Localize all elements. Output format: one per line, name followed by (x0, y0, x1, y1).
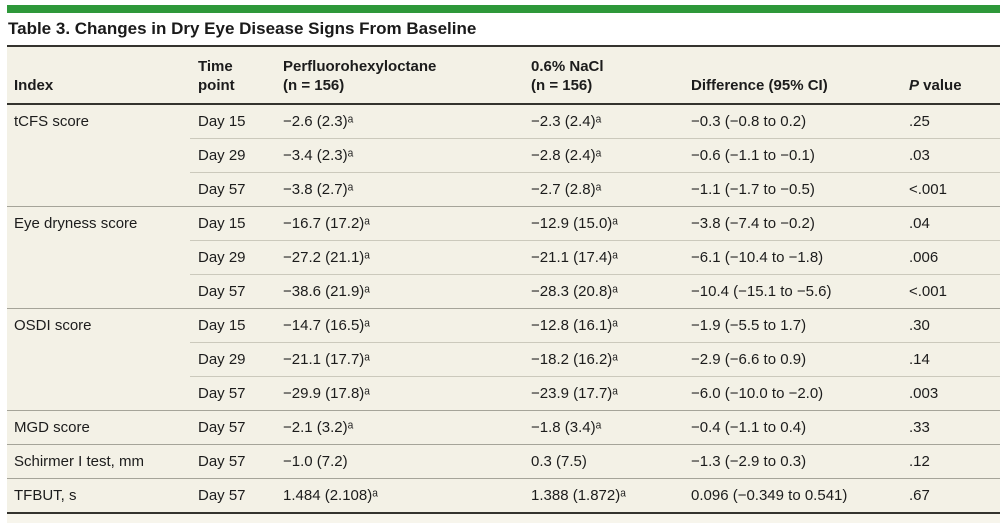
cell-difference: −6.0 (−10.0 to −2.0) (683, 376, 901, 411)
cell-index (7, 138, 190, 173)
table-row-tcfs-day15: tCFS score Day 15 −2.6 (2.3)ᵃ −2.3 (2.4)… (7, 104, 1000, 139)
table-panel: Table 3. Changes in Dry Eye Disease Sign… (7, 5, 1000, 523)
cell-pvalue: .67 (901, 478, 1000, 513)
cell-timepoint: Day 57 (190, 444, 275, 479)
cell-nacl: −12.8 (16.1)ᵃ (523, 308, 683, 343)
cell-nacl: −28.3 (20.8)ᵃ (523, 274, 683, 309)
cell-nacl: −2.3 (2.4)ᵃ (523, 104, 683, 139)
cell-timepoint: Day 57 (190, 274, 275, 309)
cell-index: OSDI score (7, 308, 190, 343)
col-header-nacl: 0.6% NaCl (n = 156) (523, 46, 683, 105)
green-accent-bar (7, 5, 1000, 13)
cell-pvalue: .30 (901, 308, 1000, 343)
cell-difference: −0.3 (−0.8 to 0.2) (683, 104, 901, 139)
table-row-osdi-day57: Day 57 −29.9 (17.8)ᵃ −23.9 (17.7)ᵃ −6.0 … (7, 376, 1000, 411)
cell-pfho: −3.4 (2.3)ᵃ (275, 138, 523, 173)
cell-pfho: −16.7 (17.2)ᵃ (275, 206, 523, 241)
cell-pfho: −2.1 (3.2)ᵃ (275, 410, 523, 445)
cell-index (7, 240, 190, 275)
cell-difference: −3.8 (−7.4 to −0.2) (683, 206, 901, 241)
cell-difference: −6.1 (−10.4 to −1.8) (683, 240, 901, 275)
cell-pvalue: .04 (901, 206, 1000, 241)
cell-pvalue: .12 (901, 444, 1000, 479)
col-header-index: Index (7, 46, 190, 105)
col-header-p-value: P value (901, 46, 1000, 105)
cell-timepoint: Day 15 (190, 104, 275, 139)
cell-pvalue: .003 (901, 376, 1000, 411)
cell-pfho: −3.8 (2.7)ᵃ (275, 172, 523, 207)
cell-index: tCFS score (7, 104, 190, 139)
table-row-dryness-day57: Day 57 −38.6 (21.9)ᵃ −28.3 (20.8)ᵃ −10.4… (7, 274, 1000, 309)
cell-nacl: 1.388 (1.872)ᵃ (523, 478, 683, 513)
cell-difference: −1.3 (−2.9 to 0.3) (683, 444, 901, 479)
cell-pfho: 1.484 (2.108)ᵃ (275, 478, 523, 513)
cell-index (7, 342, 190, 377)
col-header-perfluorohexyloctane: Perfluorohexyloctane (n = 156) (275, 46, 523, 105)
cell-index: MGD score (7, 410, 190, 445)
cell-pfho: −2.6 (2.3)ᵃ (275, 104, 523, 139)
cell-pvalue: .14 (901, 342, 1000, 377)
cell-timepoint: Day 29 (190, 342, 275, 377)
cell-nacl: −2.7 (2.8)ᵃ (523, 172, 683, 207)
cell-index: Eye dryness score (7, 206, 190, 241)
cell-pvalue: <.001 (901, 274, 1000, 309)
cell-difference: −0.6 (−1.1 to −0.1) (683, 138, 901, 173)
cell-timepoint: Day 57 (190, 410, 275, 445)
cell-index: Schirmer I test, mm (7, 444, 190, 479)
cell-difference: −10.4 (−15.1 to −5.6) (683, 274, 901, 309)
cell-pvalue: .33 (901, 410, 1000, 445)
cell-pfho: −27.2 (21.1)ᵃ (275, 240, 523, 275)
cell-timepoint: Day 57 (190, 478, 275, 513)
table-row-osdi-day29: Day 29 −21.1 (17.7)ᵃ −18.2 (16.2)ᵃ −2.9 … (7, 342, 1000, 377)
cell-nacl: −2.8 (2.4)ᵃ (523, 138, 683, 173)
cell-nacl: −18.2 (16.2)ᵃ (523, 342, 683, 377)
cell-nacl: −12.9 (15.0)ᵃ (523, 206, 683, 241)
table-row-tfbut-day57: TFBUT, s Day 57 1.484 (2.108)ᵃ 1.388 (1.… (7, 478, 1000, 513)
cell-pfho: −1.0 (7.2) (275, 444, 523, 479)
cell-pvalue: <.001 (901, 172, 1000, 207)
cell-timepoint: Day 29 (190, 138, 275, 173)
cell-difference: −1.1 (−1.7 to −0.5) (683, 172, 901, 207)
footnote-strip (7, 514, 1000, 523)
cell-nacl: 0.3 (7.5) (523, 444, 683, 479)
cell-pfho: −21.1 (17.7)ᵃ (275, 342, 523, 377)
cell-timepoint: Day 15 (190, 308, 275, 343)
dry-eye-signs-table: Index Time point Perfluorohexyloctane (n… (7, 45, 1000, 514)
cell-index: TFBUT, s (7, 478, 190, 513)
cell-pvalue: .006 (901, 240, 1000, 275)
cell-nacl: −21.1 (17.4)ᵃ (523, 240, 683, 275)
cell-difference: −1.9 (−5.5 to 1.7) (683, 308, 901, 343)
cell-index (7, 274, 190, 309)
table-row-tcfs-day29: Day 29 −3.4 (2.3)ᵃ −2.8 (2.4)ᵃ −0.6 (−1.… (7, 138, 1000, 173)
col-header-timepoint: Time point (190, 46, 275, 105)
table-row-dryness-day29: Day 29 −27.2 (21.1)ᵃ −21.1 (17.4)ᵃ −6.1 … (7, 240, 1000, 275)
table-title: Table 3. Changes in Dry Eye Disease Sign… (8, 19, 477, 38)
table-row-osdi-day15: OSDI score Day 15 −14.7 (16.5)ᵃ −12.8 (1… (7, 308, 1000, 343)
cell-difference: 0.096 (−0.349 to 0.541) (683, 478, 901, 513)
cell-difference: −0.4 (−1.1 to 0.4) (683, 410, 901, 445)
table-row-schirmer-day57: Schirmer I test, mm Day 57 −1.0 (7.2) 0.… (7, 444, 1000, 479)
table-row-tcfs-day57: Day 57 −3.8 (2.7)ᵃ −2.7 (2.8)ᵃ −1.1 (−1.… (7, 172, 1000, 207)
cell-pfho: −14.7 (16.5)ᵃ (275, 308, 523, 343)
header-row: Index Time point Perfluorohexyloctane (n… (7, 46, 1000, 105)
table-row-dryness-day15: Eye dryness score Day 15 −16.7 (17.2)ᵃ −… (7, 206, 1000, 241)
cell-pvalue: .03 (901, 138, 1000, 173)
cell-nacl: −1.8 (3.4)ᵃ (523, 410, 683, 445)
cell-pfho: −38.6 (21.9)ᵃ (275, 274, 523, 309)
cell-nacl: −23.9 (17.7)ᵃ (523, 376, 683, 411)
table-row-mgd-day57: MGD score Day 57 −2.1 (3.2)ᵃ −1.8 (3.4)ᵃ… (7, 410, 1000, 445)
cell-pfho: −29.9 (17.8)ᵃ (275, 376, 523, 411)
cell-difference: −2.9 (−6.6 to 0.9) (683, 342, 901, 377)
cell-timepoint: Day 29 (190, 240, 275, 275)
cell-timepoint: Day 57 (190, 376, 275, 411)
cell-pvalue: .25 (901, 104, 1000, 139)
cell-timepoint: Day 15 (190, 206, 275, 241)
cell-index (7, 376, 190, 411)
cell-timepoint: Day 57 (190, 172, 275, 207)
col-header-difference: Difference (95% CI) (683, 46, 901, 105)
cell-index (7, 172, 190, 207)
